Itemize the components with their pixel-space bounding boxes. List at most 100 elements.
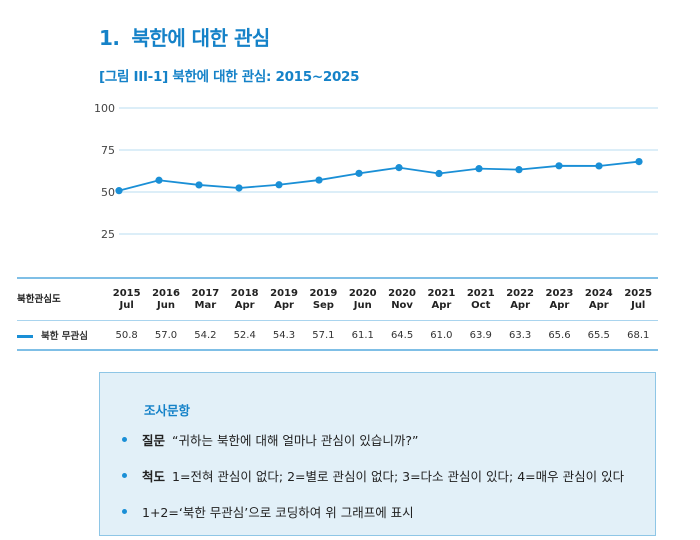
bullet-icon bbox=[122, 508, 127, 514]
value-cell: 61.0 bbox=[421, 320, 462, 351]
header-month: Jul bbox=[631, 299, 646, 311]
bullet-icon bbox=[122, 436, 127, 442]
header-month: Apr bbox=[274, 299, 294, 311]
legend-line-icon bbox=[17, 335, 33, 338]
data-point bbox=[155, 176, 163, 184]
value-cell: 54.3 bbox=[264, 320, 304, 351]
header-month: Apr bbox=[431, 299, 452, 311]
survey-item-scale: 척도 1=전혀 관심이 없다; 2=별로 관심이 없다; 3=다소 관심이 있다;… bbox=[122, 465, 624, 485]
data-point bbox=[115, 187, 123, 195]
section-title: 1. 북한에 대한 관심 bbox=[99, 22, 270, 51]
table-header-cell: 2022 Apr bbox=[500, 277, 540, 321]
value-cell: 64.5 bbox=[382, 320, 422, 351]
header-year: 2017 bbox=[191, 287, 220, 299]
item-label: 질문 bbox=[142, 432, 166, 448]
header-month: Mar bbox=[194, 299, 217, 311]
data-table: 북한관심도 2015 Jul 2016 Jun 2017 Mar 2018 Apr 2019 Ap… bbox=[17, 277, 658, 351]
data-point bbox=[435, 169, 443, 178]
grid-lines bbox=[119, 107, 658, 235]
table-header-cell: 2020 Nov bbox=[382, 277, 422, 321]
value-cell: 68.1 bbox=[618, 320, 658, 351]
header-year: 2019 bbox=[309, 287, 338, 299]
table-header-cell: 2021 Apr bbox=[421, 277, 462, 321]
bullet-icon bbox=[122, 472, 127, 478]
data-points bbox=[115, 157, 643, 195]
header-month: Sep bbox=[312, 299, 334, 311]
value-cell: 65.5 bbox=[579, 320, 619, 351]
header-year: 2015 bbox=[112, 287, 141, 299]
table-header-cell: 2018 Apr bbox=[225, 277, 265, 321]
series-line-north-korea-indifference bbox=[118, 160, 640, 192]
value-cell: 57.1 bbox=[303, 320, 344, 351]
header-year: 2025 bbox=[624, 287, 653, 299]
header-month: Apr bbox=[588, 299, 609, 311]
header-month: Oct bbox=[471, 299, 491, 311]
series-legend: 북한 무관심 bbox=[17, 320, 107, 351]
item-label: 척도 bbox=[142, 468, 166, 484]
data-point bbox=[315, 176, 323, 184]
y-axis-ticks: 100 75 50 25 bbox=[94, 102, 115, 241]
item-text: “귀하는 북한에 대해 얼마나 관심이 있습니까?” bbox=[172, 432, 419, 448]
table-header-cell: 2020 Jun bbox=[343, 277, 383, 321]
y-tick-label: 75 bbox=[101, 144, 115, 157]
table-header-cell: 2024 Apr bbox=[579, 277, 619, 321]
header-year: 2020 bbox=[348, 287, 377, 299]
table-header-cell: 2025 Jul bbox=[618, 277, 658, 321]
value-cell: 61.1 bbox=[343, 320, 383, 351]
table-header-label: 북한관심도 bbox=[17, 277, 107, 321]
survey-question-box: 조사문항 질문 “귀하는 북한에 대해 얼마나 관심이 있습니까?” 척도 1=전혀… bbox=[99, 372, 656, 536]
header-month: Nov bbox=[391, 299, 413, 311]
line-chart: 100 75 50 25 bbox=[94, 102, 658, 241]
header-month: Apr bbox=[234, 299, 255, 311]
header-year: 2022 bbox=[506, 287, 535, 299]
section-number: 1. bbox=[99, 26, 120, 50]
header-month: Apr bbox=[549, 299, 570, 311]
data-point bbox=[195, 181, 203, 189]
header-year: 2021 bbox=[427, 287, 456, 299]
survey-heading: 조사문항 bbox=[144, 403, 191, 418]
table-header-cell: 2016 Jun bbox=[146, 277, 186, 321]
data-point bbox=[275, 181, 283, 189]
series-name: 북한 무관심 bbox=[41, 331, 89, 342]
section-title-text: 북한에 대한 관심 bbox=[131, 26, 271, 50]
table-header-cell: 2017 Mar bbox=[185, 277, 226, 321]
survey-item-question: 질문 “귀하는 북한에 대해 얼마나 관심이 있습니까?” bbox=[122, 429, 624, 449]
table-row: 북한 무관심 50.8 57.0 54.2 52.4 54.3 57.1 61.1 64.5 6… bbox=[17, 320, 658, 351]
data-point bbox=[555, 162, 563, 170]
data-point bbox=[395, 164, 403, 172]
value-cell: 65.6 bbox=[539, 320, 580, 351]
header-month: Jun bbox=[157, 299, 175, 311]
header-year: 2016 bbox=[152, 287, 180, 299]
value-cell: 63.9 bbox=[461, 320, 501, 351]
header-year: 2021 bbox=[466, 287, 495, 299]
data-point bbox=[595, 162, 603, 170]
value-cell: 52.4 bbox=[225, 320, 265, 351]
value-cell: 63.3 bbox=[500, 320, 540, 351]
item-text: 1+2=‘북한 무관심’으로 코딩하여 위 그래프에 표시 bbox=[142, 504, 414, 520]
table-header-cell: 2015 Jul bbox=[107, 277, 147, 321]
value-cell: 54.2 bbox=[185, 320, 226, 351]
value-cell: 50.8 bbox=[107, 320, 147, 351]
table-header-row: 북한관심도 2015 Jul 2016 Jun 2017 Mar 2018 Apr 2019 Ap… bbox=[17, 277, 658, 321]
header-year: 2018 bbox=[230, 287, 259, 299]
survey-items: 질문 “귀하는 북한에 대해 얼마나 관심이 있습니까?” 척도 1=전혀 관심이 … bbox=[122, 429, 624, 537]
header-year: 2020 bbox=[388, 287, 416, 299]
data-point bbox=[355, 169, 363, 177]
data-point bbox=[515, 166, 523, 174]
figure-caption: [그림 III-1] 북한에 대한 관심: 2015~2025 bbox=[99, 69, 360, 85]
header-year: 2023 bbox=[545, 287, 574, 299]
header-month: Apr bbox=[510, 299, 531, 311]
y-tick-label: 25 bbox=[101, 228, 115, 241]
y-tick-label: 50 bbox=[101, 186, 115, 199]
data-point bbox=[235, 184, 243, 192]
header-month: Jun bbox=[353, 299, 372, 311]
header-month: Jul bbox=[119, 299, 134, 311]
table-header-cell: 2019 Apr bbox=[264, 277, 304, 321]
table-header-cell: 2019 Sep bbox=[303, 277, 344, 321]
item-text: 1=전혀 관심이 없다; 2=별로 관심이 없다; 3=다소 관심이 있다; 4… bbox=[172, 468, 625, 484]
data-point bbox=[635, 157, 643, 166]
survey-item-coding: 1+2=‘북한 무관심’으로 코딩하여 위 그래프에 표시 bbox=[122, 501, 624, 521]
table-header-cell: 2021 Oct bbox=[461, 277, 501, 321]
value-cell: 57.0 bbox=[146, 320, 186, 351]
header-year: 2024 bbox=[584, 287, 613, 299]
